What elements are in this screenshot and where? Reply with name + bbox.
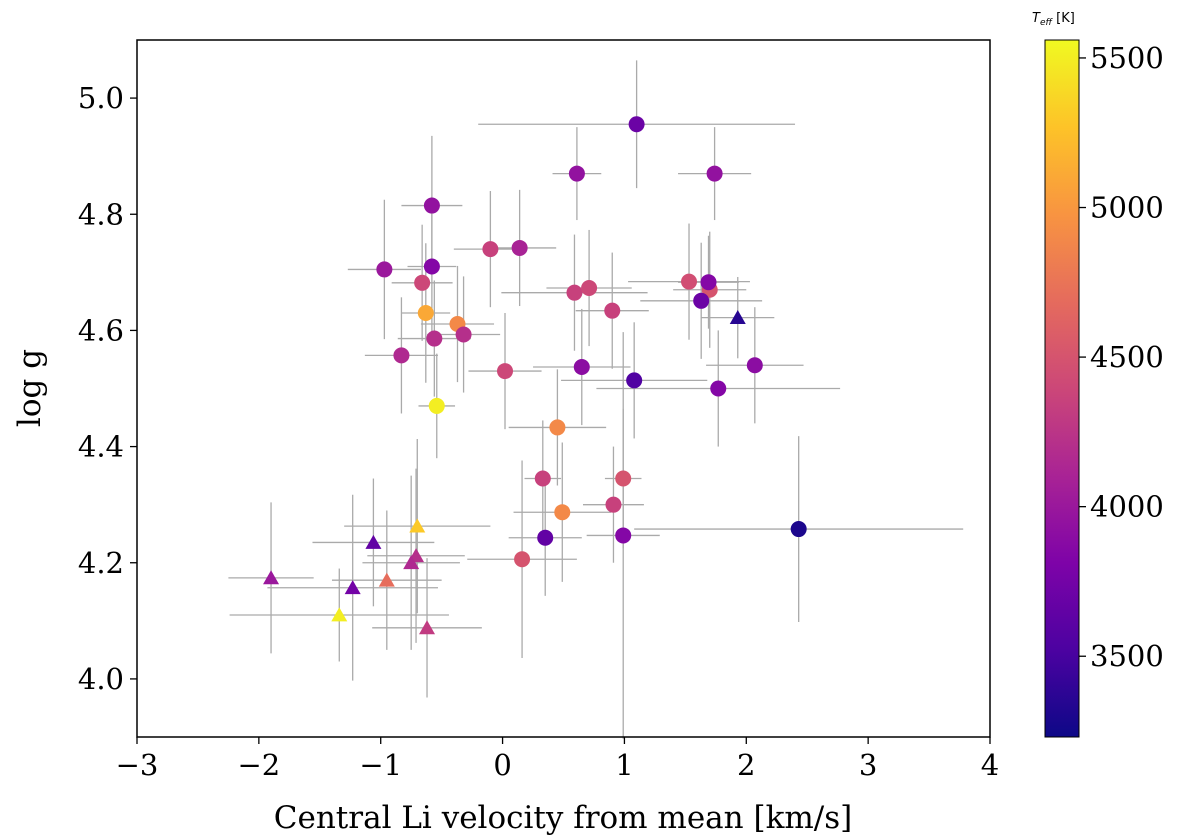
y-tick-label: 4.2 [78, 546, 124, 580]
circle-point [710, 380, 727, 397]
circle-point [746, 357, 763, 374]
colorbar-tick-label: 5500 [1090, 41, 1164, 75]
circle-point [393, 347, 410, 364]
circle-point [628, 116, 645, 133]
circle-point [534, 470, 551, 487]
circle-point [537, 529, 554, 546]
triangle-point [419, 620, 436, 635]
x-axis-label: Central Li velocity from mean [km/s] [274, 800, 852, 836]
triangle-point [365, 534, 382, 549]
colorbar-tick-label: 3500 [1090, 639, 1164, 673]
x-tick-label: −1 [359, 748, 402, 782]
triangle-point [403, 555, 420, 570]
y-tick-label: 4.8 [78, 197, 124, 231]
colorbar-tick-label: 4000 [1090, 490, 1164, 524]
x-tick-label: −2 [237, 748, 280, 782]
circle-point [693, 292, 710, 309]
x-tick-label: 1 [615, 748, 633, 782]
circle-point [549, 419, 566, 436]
circle-point [581, 280, 598, 297]
y-axis-label: log g [12, 349, 48, 427]
circle-point [376, 261, 393, 278]
circle-point [417, 304, 434, 321]
triangle-point [344, 580, 361, 595]
triangle-point [378, 572, 395, 587]
circle-point [605, 496, 622, 513]
circle-point [568, 165, 585, 182]
circle-point [511, 239, 528, 256]
y-axis: 4.0 4.2 4.4 4.6 4.8 5.0 [78, 81, 137, 696]
circle-point [497, 363, 514, 380]
error-bars [228, 60, 964, 739]
circle-point [455, 326, 472, 343]
colorbar-label: Teff [K] [1032, 11, 1075, 28]
triangle-point [263, 570, 280, 585]
x-axis: −3 −2 −1 0 1 2 3 4 [116, 737, 999, 782]
y-tick-label: 4.4 [78, 430, 124, 464]
circle-point [423, 258, 440, 275]
triangle-point [729, 310, 746, 325]
circle-point [626, 372, 643, 389]
y-tick-label: 4.0 [78, 662, 124, 696]
circle-point [426, 330, 443, 347]
circle-point [573, 359, 590, 376]
circle-point [681, 273, 698, 290]
x-tick-label: 3 [859, 748, 877, 782]
colorbar-tick-label: 5000 [1090, 191, 1164, 225]
circle-point [615, 527, 632, 544]
circle-point [428, 397, 445, 414]
x-tick-label: 2 [737, 748, 755, 782]
circle-point [414, 274, 431, 291]
data-markers [263, 116, 807, 635]
colorbar-tick-label: 4500 [1090, 340, 1164, 374]
x-tick-label: 4 [981, 748, 999, 782]
circle-point [615, 470, 632, 487]
plot-frame [136, 39, 991, 738]
colorbar-axis: 3500 4000 4500 5000 5500 [1079, 41, 1164, 673]
triangle-point [331, 607, 348, 622]
circle-point [423, 197, 440, 214]
colorbar [1044, 39, 1080, 738]
circle-point [706, 165, 723, 182]
y-tick-label: 5.0 [78, 81, 124, 115]
circle-point [566, 284, 583, 301]
y-tick-label: 4.6 [78, 313, 124, 347]
circle-point [790, 521, 807, 538]
x-tick-label: 0 [493, 748, 511, 782]
circle-point [604, 302, 621, 319]
circle-point [700, 274, 717, 291]
circle-point [514, 551, 531, 568]
circle-point [482, 241, 499, 258]
x-tick-label: −3 [116, 748, 159, 782]
triangle-point [409, 518, 426, 533]
circle-point [554, 504, 571, 521]
